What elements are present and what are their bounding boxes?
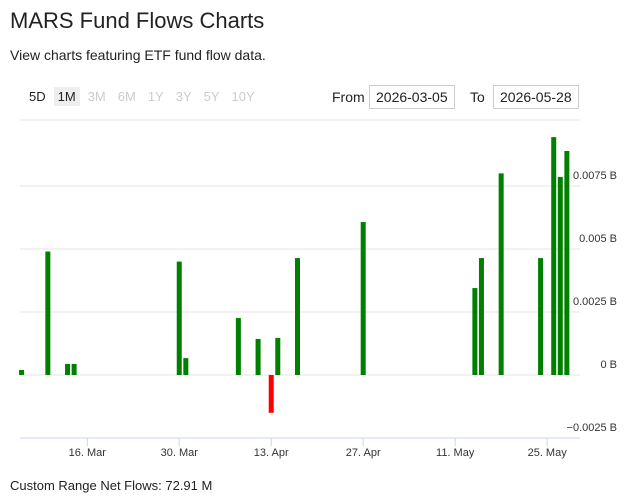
from-label: From bbox=[332, 89, 365, 105]
bar bbox=[235, 318, 241, 375]
range-button: 3M bbox=[87, 89, 106, 104]
bar bbox=[268, 375, 274, 413]
bar bbox=[498, 173, 504, 375]
range-buttons: 5D 1M 3M 6M 1Y 3Y 5Y 10Y bbox=[25, 87, 259, 106]
range-button: 1Y bbox=[147, 89, 164, 104]
to-label: To bbox=[470, 89, 485, 105]
y-tick-label: 0.0025 B bbox=[573, 296, 617, 308]
x-tick-label: 16. Mar bbox=[69, 447, 107, 459]
bar bbox=[564, 150, 570, 375]
y-tick-label: 0.005 B bbox=[579, 233, 617, 245]
footer-label: Custom Range Net Flows: bbox=[10, 478, 162, 493]
bar bbox=[295, 258, 300, 375]
footer-value: 72.91 M bbox=[165, 478, 213, 493]
bar bbox=[65, 363, 71, 375]
range-button: 10Y bbox=[231, 89, 255, 104]
bar bbox=[275, 337, 281, 375]
bar bbox=[71, 363, 77, 375]
range-button: 5Y bbox=[203, 89, 220, 104]
bar bbox=[45, 251, 51, 375]
bar bbox=[255, 338, 261, 375]
subtitle: View charts featuring ETF fund flow data… bbox=[10, 47, 266, 63]
y-tick-label: 0.0075 B bbox=[573, 170, 617, 182]
bar bbox=[360, 222, 366, 375]
range-button[interactable]: 5D bbox=[29, 89, 46, 104]
bar bbox=[551, 137, 557, 375]
bar bbox=[183, 358, 189, 375]
range-button[interactable]: 1M bbox=[53, 87, 80, 106]
x-tick-label: 30. Mar bbox=[161, 447, 199, 459]
bar bbox=[538, 258, 544, 375]
bar bbox=[478, 258, 484, 375]
y-tick-label: 0 B bbox=[600, 359, 617, 371]
x-tick-label: 13. Apr bbox=[254, 447, 289, 459]
range-button: 6M bbox=[117, 89, 136, 104]
bar bbox=[557, 176, 563, 375]
bar bbox=[176, 261, 182, 375]
range-button: 3Y bbox=[175, 89, 192, 104]
x-tick-label: 11. May bbox=[436, 447, 475, 459]
from-input[interactable]: 2026-03-05 bbox=[369, 85, 455, 109]
x-tick-label: 25. May bbox=[528, 447, 568, 459]
page-title: MARS Fund Flows Charts bbox=[10, 8, 265, 33]
to-input[interactable]: 2026-05-28 bbox=[493, 85, 579, 109]
y-tick-label: −0.0025 B bbox=[567, 422, 617, 434]
bar bbox=[472, 288, 478, 375]
footer: Custom Range Net Flows: 72.91 M bbox=[10, 478, 212, 493]
bar bbox=[19, 369, 25, 375]
x-tick-label: 27. Apr bbox=[346, 447, 381, 459]
chart: −0.0025 B 0 B 0.0025 B 0.005 B 0.0075 B 16. M… bbox=[19, 119, 617, 459]
